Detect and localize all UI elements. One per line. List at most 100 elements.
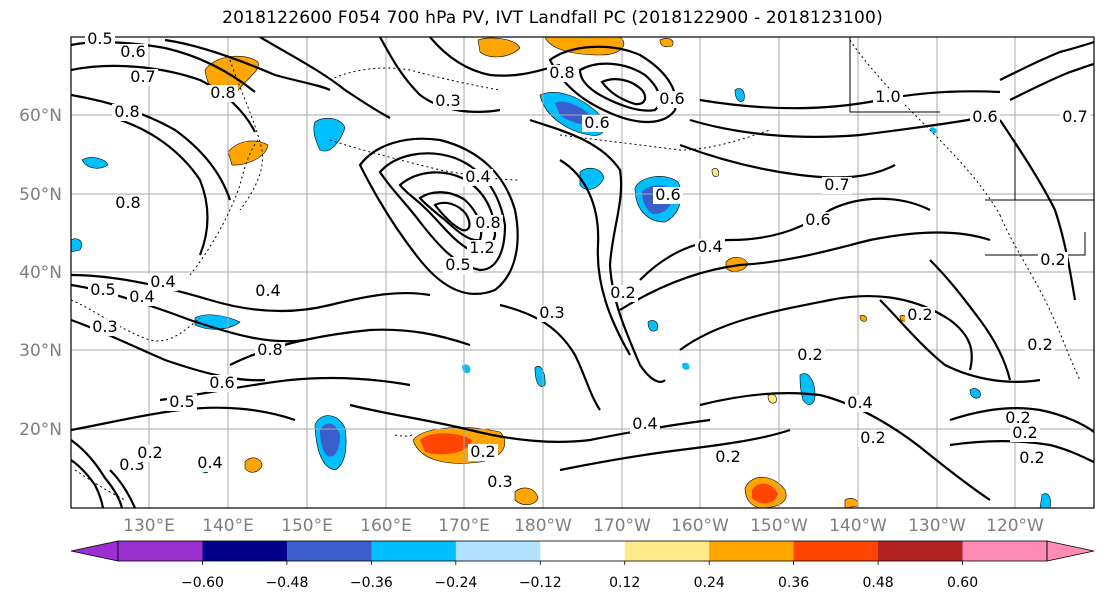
contour-label-background bbox=[657, 91, 687, 108]
contour-label-background bbox=[537, 305, 567, 322]
contour-label: 0.4 bbox=[632, 414, 657, 433]
positive-anomaly bbox=[767, 393, 777, 404]
contour-label: 0.2 bbox=[1012, 423, 1037, 442]
negative-anomaly bbox=[313, 117, 346, 152]
positive-anomaly bbox=[420, 433, 472, 455]
longitude-label: 150°W bbox=[750, 516, 808, 536]
negative-anomaly bbox=[969, 388, 981, 399]
contour-label: 0.5 bbox=[90, 280, 115, 299]
colorbar-segment bbox=[878, 541, 964, 561]
longitude-label: 180°W bbox=[514, 516, 572, 536]
contour-label-background bbox=[195, 455, 225, 472]
colorbar-segment bbox=[455, 541, 541, 561]
positive-anomaly bbox=[859, 315, 867, 322]
colorbar-segment bbox=[709, 541, 795, 561]
contour-label: 0.2 bbox=[610, 283, 635, 302]
colorbar-segment bbox=[286, 541, 372, 561]
colorbar-tick-label: −0.24 bbox=[434, 575, 477, 591]
negative-anomaly bbox=[1039, 493, 1051, 508]
colorbar-segment bbox=[624, 541, 710, 561]
contour-label: 0.2 bbox=[860, 428, 885, 447]
contour-label-background bbox=[608, 285, 638, 302]
negative-anomaly bbox=[647, 320, 658, 332]
colorbar-tick-label: −0.12 bbox=[519, 575, 562, 591]
contour-label: 0.5 bbox=[87, 29, 112, 48]
borders bbox=[849, 37, 1094, 256]
contour-label-background bbox=[463, 169, 493, 186]
contour-label-background bbox=[208, 85, 238, 102]
contour-label: 0.3 bbox=[487, 472, 512, 491]
colorbar-tick-label: 0.60 bbox=[947, 575, 978, 591]
contour-label: 0.8 bbox=[549, 63, 574, 82]
contour-label-background bbox=[148, 274, 178, 291]
contour-label-background bbox=[803, 212, 833, 229]
negative-anomaly bbox=[81, 157, 109, 169]
contour-label-background bbox=[253, 283, 283, 300]
contour-label: 0.2 bbox=[1040, 250, 1065, 269]
contour-label: 0.8 bbox=[115, 193, 140, 212]
contour-label-background bbox=[113, 195, 143, 212]
map-frame bbox=[70, 36, 1095, 509]
gridlines bbox=[71, 37, 1094, 508]
contour-label-background bbox=[822, 177, 852, 194]
contour-label-background bbox=[85, 31, 115, 48]
contour-label-background bbox=[582, 115, 612, 132]
colorbar-segment bbox=[962, 541, 1048, 561]
longitude-label: 160°E bbox=[360, 516, 412, 536]
contour-label-background bbox=[547, 65, 577, 82]
longitude-label: 150°E bbox=[281, 516, 333, 536]
contour-label-background bbox=[207, 375, 237, 392]
contour-label-background bbox=[1060, 109, 1090, 126]
longitude-label: 140°W bbox=[829, 516, 887, 536]
negative-anomaly bbox=[194, 314, 241, 330]
negative-anomaly bbox=[734, 88, 745, 102]
contour-label: 0.2 bbox=[470, 442, 495, 461]
contour-label-background bbox=[473, 215, 503, 232]
contour-label: 0.4 bbox=[197, 453, 222, 472]
map-title: 2018122600 F054 700 hPa PV, IVT Landfall… bbox=[222, 8, 883, 28]
positive-anomaly bbox=[544, 37, 625, 56]
colorbar-tick-label: 0.48 bbox=[863, 575, 894, 591]
negative-anomaly bbox=[930, 127, 937, 134]
longitude-label: 170°E bbox=[438, 516, 490, 536]
contour-label: 0.4 bbox=[150, 272, 175, 291]
negative-anomaly bbox=[462, 364, 471, 374]
contour-label-background bbox=[135, 445, 165, 462]
contour-label: 0.4 bbox=[847, 393, 872, 412]
colorbar-segment bbox=[371, 541, 457, 561]
contour-label-background bbox=[1038, 252, 1068, 269]
positive-anomaly bbox=[659, 38, 674, 48]
longitude-label: 140°E bbox=[202, 516, 254, 536]
latitude-label: 50°N bbox=[19, 185, 62, 205]
longitude-label: 160°W bbox=[671, 516, 729, 536]
contour-label: 0.8 bbox=[475, 213, 500, 232]
contour-label: 0.6 bbox=[805, 210, 830, 229]
positive-anomaly bbox=[477, 37, 521, 58]
contour-label: 0.2 bbox=[137, 443, 162, 462]
longitude-labels: 130°E 140°E 150°E 160°E 170°E 180°W 170°W 160°W… bbox=[123, 516, 1044, 536]
contour-label: 0.5 bbox=[169, 392, 194, 411]
colorbar bbox=[70, 540, 1095, 562]
contour-label-background bbox=[873, 89, 903, 106]
contour-label-background bbox=[845, 395, 875, 412]
positive-anomaly bbox=[514, 487, 539, 505]
contour-label: 0.2 bbox=[1005, 408, 1030, 427]
contour-label: 0.4 bbox=[255, 281, 280, 300]
contour-label-background bbox=[468, 444, 498, 461]
positive-anomaly bbox=[227, 140, 269, 166]
negative-anomaly bbox=[71, 238, 82, 253]
contour-label-background bbox=[1010, 425, 1040, 442]
contour-label: 0.3 bbox=[539, 303, 564, 322]
longitude-label: 170°W bbox=[593, 516, 651, 536]
contour-label-background bbox=[255, 342, 285, 359]
contour-label-background bbox=[485, 474, 515, 491]
latitude-label: 30°N bbox=[19, 341, 62, 361]
positive-anomaly bbox=[244, 457, 263, 473]
longitude-label: 120°W bbox=[986, 516, 1044, 536]
colorbar-segment bbox=[118, 541, 203, 561]
contour-label-background bbox=[858, 430, 888, 447]
contour-label: 0.4 bbox=[465, 167, 490, 186]
contour-label: 0.6 bbox=[655, 185, 680, 204]
latitude-label: 60°N bbox=[19, 106, 62, 126]
